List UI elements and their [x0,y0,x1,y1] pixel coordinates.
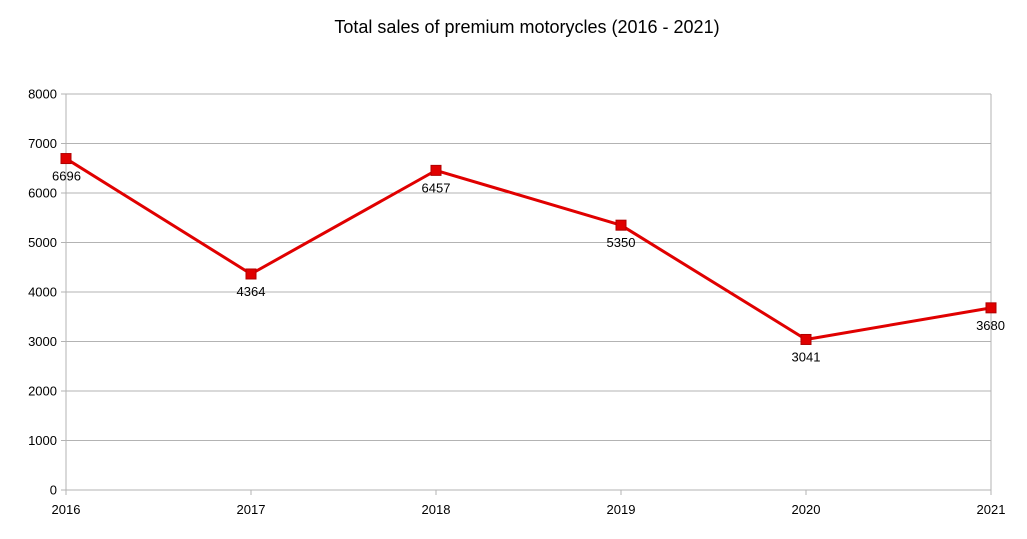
data-point-marker [985,302,997,314]
data-label: 6457 [422,180,451,195]
data-point-marker [430,164,442,176]
gridlines [61,93,992,495]
y-axis-ticks: 0 1000 2000 3000 4000 5000 6000 7000 8000 [28,87,57,498]
series-layer [60,153,997,345]
data-point-marker [800,333,812,345]
y-tick-label: 1000 [28,433,57,448]
x-tick-label: 2018 [422,502,451,517]
x-tick-label: 2021 [977,502,1006,517]
data-label: 4364 [237,284,266,299]
y-tick-label: 0 [50,483,57,498]
data-label: 3680 [976,318,1005,333]
y-tick-label: 2000 [28,384,57,399]
y-tick-label: 5000 [28,235,57,250]
y-tick-label: 8000 [28,87,57,102]
data-point-marker [60,153,72,165]
data-label: 3041 [792,349,821,364]
x-tick-label: 2019 [607,502,636,517]
series-line [65,157,992,341]
x-tick-label: 2016 [52,502,81,517]
chart-title: Total sales of premium motorycles (2016 … [334,17,719,37]
y-tick-label: 3000 [28,334,57,349]
data-label: 5350 [607,235,636,250]
x-tick-label: 2017 [237,502,266,517]
x-axis-ticks: 2016 2017 2018 2019 2020 2021 [52,502,1006,517]
data-label: 6696 [52,169,81,184]
y-tick-label: 4000 [28,285,57,300]
data-point-marker [615,219,627,231]
y-tick-label: 6000 [28,186,57,201]
data-labels: 6696 4364 6457 5350 3041 3680 [52,169,1005,365]
y-tick-label: 7000 [28,136,57,151]
x-tick-label: 2020 [792,502,821,517]
data-point-marker [245,268,257,280]
